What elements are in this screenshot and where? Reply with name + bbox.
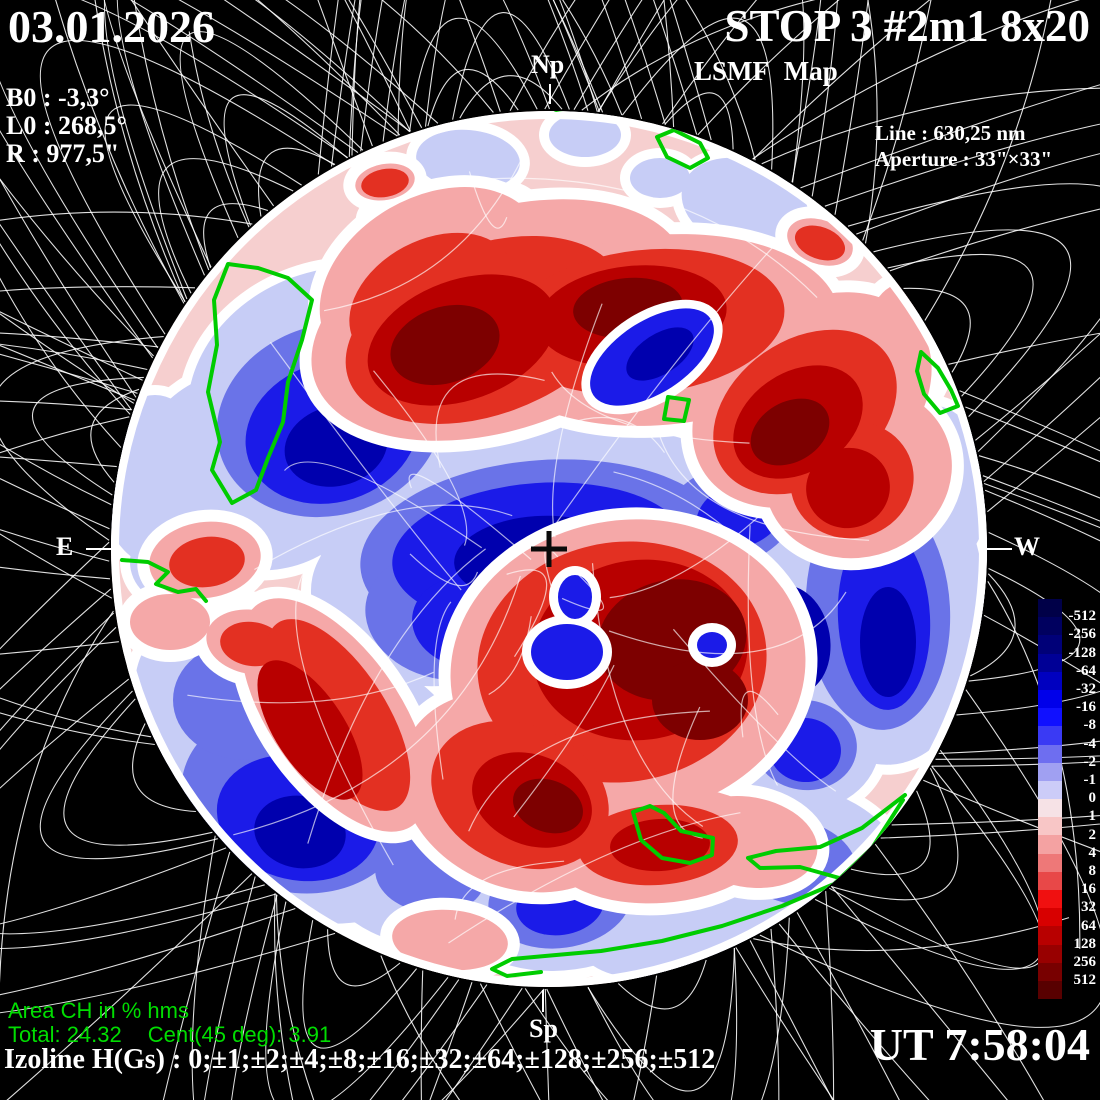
area-ch-stats: Total: 24.32 Cent(45 deg): 3.91 bbox=[8, 1022, 331, 1048]
solar-ephemeris: B0 : -3,3° L0 : 268,5° R : 977,5" bbox=[6, 84, 127, 168]
colorbar-label: 256 bbox=[1073, 954, 1097, 970]
l0-value: L0 : 268,5° bbox=[6, 111, 127, 140]
instrument-title: STOP 3 #2m1 8x20 bbox=[724, 1, 1090, 51]
coronal-hole-contour-top bbox=[655, 128, 710, 170]
colorbar-segment bbox=[1038, 817, 1062, 836]
area-ch-cent: Cent(45 deg): 3.91 bbox=[147, 1022, 332, 1047]
north-pole-label: Np bbox=[531, 50, 565, 79]
colorbar-label: 128 bbox=[1073, 935, 1097, 952]
colorbar-segment bbox=[1038, 799, 1062, 818]
colorbar-segment bbox=[1038, 944, 1062, 963]
colorbar-label: -1 bbox=[1083, 772, 1097, 788]
coronal-hole-contour-center bbox=[662, 395, 691, 423]
colorbar-label: -2 bbox=[1083, 753, 1097, 770]
coronal-hole-contour-upper-left bbox=[206, 262, 314, 505]
disk-overlay-field-lines bbox=[187, 149, 870, 944]
colorbar-label: 64 bbox=[1081, 917, 1096, 934]
colorbar-label: -256 bbox=[1068, 626, 1097, 643]
observation-date: 03.01.2026 bbox=[8, 1, 215, 52]
disk-center-cross bbox=[531, 531, 567, 567]
colorbar-segment bbox=[1038, 617, 1062, 636]
coronal-hole-contour-bottom-hook bbox=[631, 804, 715, 865]
colorbar-segment bbox=[1038, 726, 1062, 745]
spectral-line-value: Line : 630,25 nm bbox=[875, 121, 1026, 145]
colorbar-label: 1 bbox=[1088, 808, 1097, 825]
colorbar-label: -128 bbox=[1068, 644, 1097, 661]
colorbar-segment bbox=[1038, 908, 1062, 927]
colorbar-segment bbox=[1038, 762, 1062, 781]
colorbar-segment bbox=[1038, 871, 1062, 890]
area-ch-heading: Area CH in % hms bbox=[8, 998, 189, 1023]
coronal-hole-contour-right-limb bbox=[915, 350, 960, 415]
izoline-levels: Izoline H(Gs) : 0;±1;±2;±4;±8;±16;±32;±6… bbox=[4, 1044, 716, 1075]
coronal-hole-contour-left-edge bbox=[120, 558, 208, 603]
colorbar-scale-labels: -512 -256 -128 -64 -32 -16 -8 -4 -2 -1 0 1 2 4 8 16 32 64… bbox=[1062, 599, 1097, 999]
solar-disk bbox=[111, 111, 987, 987]
colorbar-label: 2 bbox=[1088, 826, 1097, 843]
colorbar-segment bbox=[1038, 653, 1062, 672]
colorbar-segment bbox=[1038, 835, 1062, 854]
colorbar-segment bbox=[1038, 671, 1062, 690]
coronal-hole-contours bbox=[120, 111, 960, 978]
colorbar-segment bbox=[1038, 926, 1062, 945]
colorbar-label: 32 bbox=[1081, 899, 1096, 916]
colorbar-segment bbox=[1038, 635, 1062, 654]
colorbar-segment bbox=[1038, 890, 1062, 909]
colorbar-label: -512 bbox=[1068, 608, 1097, 625]
compass-ticks bbox=[86, 84, 1012, 1012]
colorbar-segment bbox=[1038, 780, 1062, 800]
colorbar-label: -4 bbox=[1083, 735, 1097, 752]
universal-time: UT 7:58:04 bbox=[869, 1019, 1090, 1070]
field-strength-colorbar bbox=[1038, 599, 1062, 1000]
colorbar-segment bbox=[1038, 853, 1062, 872]
colorbar-segment bbox=[1038, 708, 1062, 727]
area-ch-total: Total: 24.32 bbox=[8, 1022, 122, 1047]
map-type-subtitle: LSMF Map bbox=[694, 56, 838, 86]
observation-settings: Line : 630,25 nm Aperture : 33"×33" bbox=[875, 120, 1052, 172]
magnetic-field-regions bbox=[111, 111, 987, 987]
colorbar-label: 16 bbox=[1081, 881, 1096, 898]
b0-value: B0 : -3,3° bbox=[6, 83, 110, 112]
aperture-value: Aperture : 33"×33" bbox=[875, 147, 1053, 171]
colorbar-segment bbox=[1038, 962, 1062, 981]
colorbar-label: -64 bbox=[1076, 662, 1096, 679]
colorbar-label: -16 bbox=[1076, 699, 1096, 716]
colorbar-label: 512 bbox=[1073, 972, 1097, 989]
colorbar-label: 8 bbox=[1088, 863, 1097, 879]
colorbar-label: -8 bbox=[1083, 717, 1097, 734]
limb-ring bbox=[111, 111, 987, 987]
colorbar-label: -32 bbox=[1076, 681, 1096, 697]
colorbar-segment bbox=[1038, 980, 1062, 1000]
colorbar-label: 4 bbox=[1088, 844, 1097, 861]
radius-value: R : 977,5" bbox=[6, 139, 120, 168]
colorbar-segment bbox=[1038, 689, 1062, 709]
colorbar-segment bbox=[1038, 744, 1062, 763]
colorbar-segment bbox=[1038, 599, 1062, 618]
south-pole-label: Sp bbox=[529, 1014, 558, 1043]
east-label: E bbox=[56, 532, 74, 561]
coronal-hole-contour-bottom-right-a bbox=[746, 793, 907, 881]
west-label: W bbox=[1014, 532, 1040, 561]
colorbar-label: 0 bbox=[1088, 790, 1097, 807]
